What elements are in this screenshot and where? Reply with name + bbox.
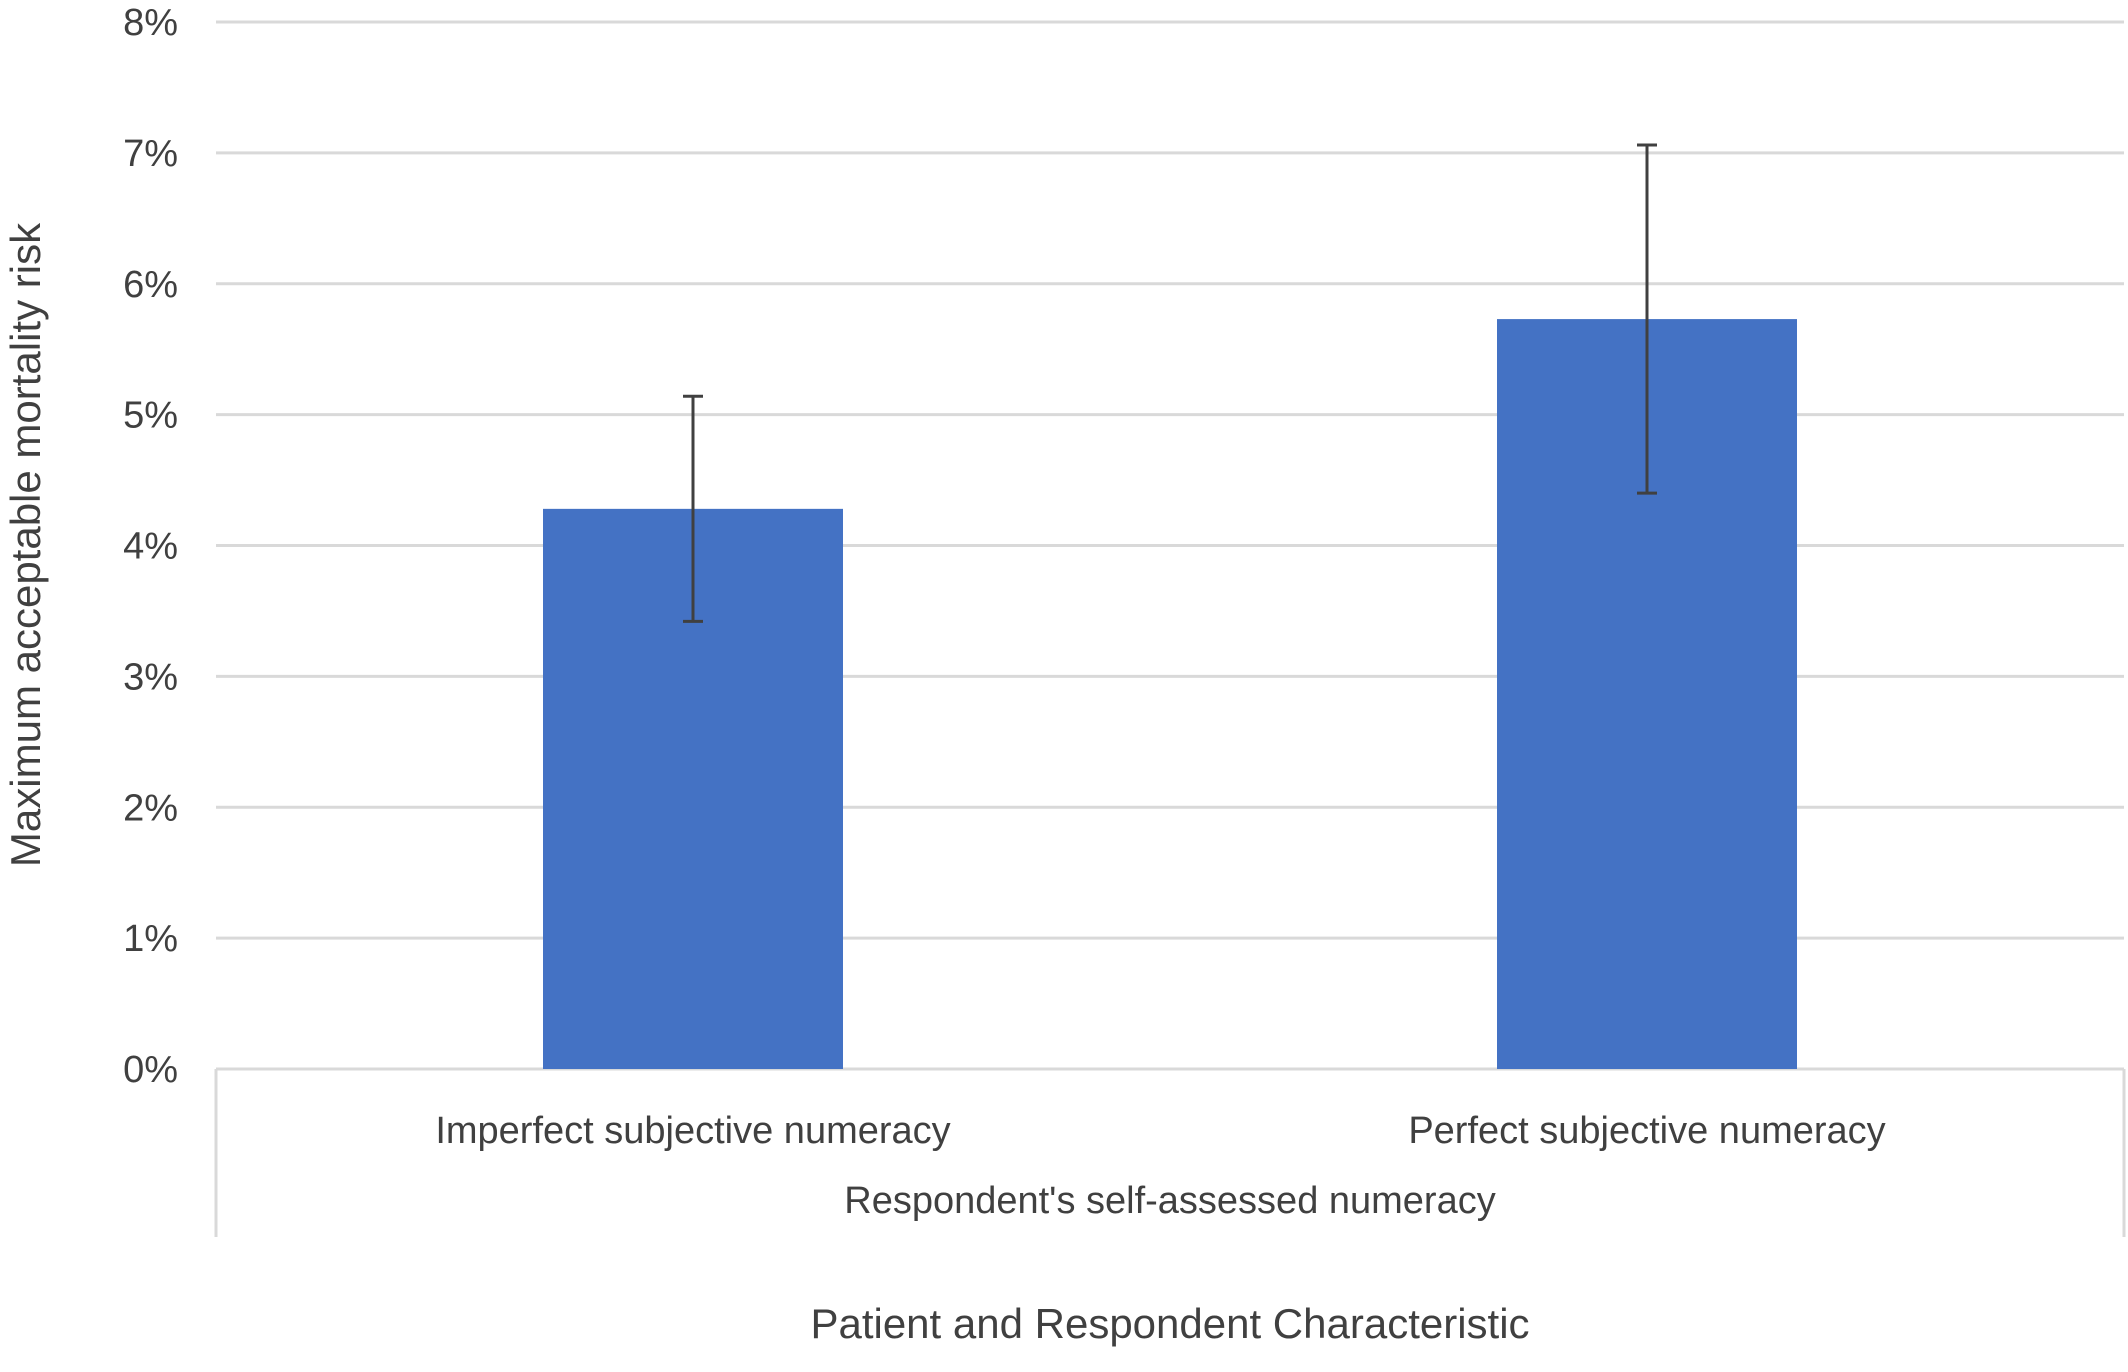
y-tick-label: 4% [123, 526, 178, 568]
error-bar [683, 394, 703, 623]
y-tick-label: 8% [123, 2, 178, 44]
category-labels: Imperfect subjective numeracy Perfect sub… [435, 1110, 1885, 1152]
x-axis-title: Patient and Respondent Characteristic [810, 1300, 1529, 1347]
group-label: Respondent's self-assessed numeracy [844, 1180, 1495, 1222]
bars [543, 319, 1797, 1070]
category-label: Imperfect subjective numeracy [435, 1110, 950, 1152]
y-tick-label: 7% [123, 133, 178, 175]
y-tick-label: 1% [123, 918, 178, 960]
y-tick-label: 5% [123, 395, 178, 437]
y-tick-label: 2% [123, 787, 178, 829]
y-tick-label: 3% [123, 656, 178, 698]
y-tick-labels: 0% 1% 2% 3% 4% 5% 6% 7% 8% [123, 2, 178, 1091]
gridlines [216, 20, 2124, 1071]
axis-frame [214, 1067, 2126, 1237]
y-axis-title: Maximum acceptable mortality risk [2, 222, 49, 867]
category-label: Perfect subjective numeracy [1408, 1110, 1885, 1152]
error-bars [683, 143, 1657, 623]
y-tick-label: 0% [123, 1049, 178, 1091]
error-bar [1637, 143, 1657, 495]
y-tick-label: 6% [123, 264, 178, 306]
